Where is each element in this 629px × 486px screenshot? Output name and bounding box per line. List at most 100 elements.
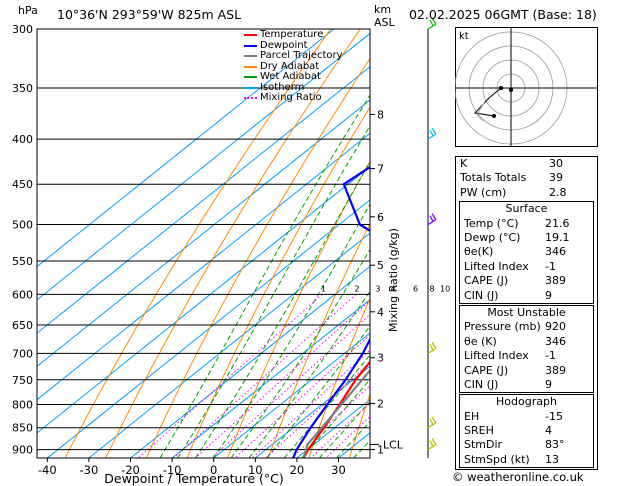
row-value: 920 (545, 320, 566, 334)
location-text: 10°36'N 293°59'W 825m ASL (57, 7, 241, 22)
row-label: θe (K) (464, 334, 497, 348)
most-unstable-box: Most Unstable Pressure (mb) 920 θe (K) 346 L… (459, 304, 594, 394)
mixing-ratio-label: 3 (375, 284, 380, 293)
legend-entry: Mixing Ratio (244, 92, 343, 104)
legend-label: Parcel Trajectory (260, 50, 343, 61)
row-value: 389 (545, 274, 566, 288)
row-value: 2.8 (549, 185, 567, 199)
legend-entry: Dewpoint (244, 39, 343, 52)
table-row: StmDir 83° (460, 438, 593, 452)
row-label: SREH (464, 424, 494, 438)
hodograph-point (499, 86, 503, 90)
row-value: 83° (545, 438, 565, 452)
lcl-label: LCL (383, 438, 404, 451)
legend-entry: Isotherm (244, 82, 343, 94)
legend-label: Mixing Ratio (260, 92, 322, 103)
row-value: 346 (545, 334, 566, 348)
row-label: StmSpd (kt) (464, 452, 530, 466)
mixing-ratio-line (265, 361, 370, 458)
height-tick-label: 5 (377, 259, 384, 272)
mixing-ratio-line (251, 349, 370, 458)
hodograph-frame (455, 27, 598, 147)
hodograph: kt (455, 27, 598, 147)
row-value: 346 (545, 245, 566, 259)
pressure-tick-label: 400 (12, 133, 33, 146)
row-label: CAPE (J) (464, 274, 509, 288)
row-label: Pressure (mb) (464, 320, 541, 334)
legend-label: Wet Adiabat (260, 71, 321, 82)
isotherm-line (37, 32, 370, 301)
table-row: SREH 4 (460, 424, 593, 438)
legend-label: Temperature (260, 29, 324, 40)
wind-barb (427, 416, 437, 429)
legend-swatch (244, 65, 257, 68)
wet-adiabat-line (266, 325, 370, 458)
isotherm-line (37, 165, 370, 434)
copyright-footer: © weatheronline.co.uk (452, 470, 584, 484)
dry-adiabat-line (64, 29, 332, 458)
table-row: Dewp (°C) 19.1 (460, 231, 593, 245)
pressure-tick-label: 350 (12, 82, 33, 95)
row-label: K (460, 157, 468, 170)
x-tick-label: -20 (121, 463, 140, 477)
isotherm-line (37, 29, 335, 268)
hodograph-table-rows: EH -15 SREH 4 StmDir 83° StmSpd (kt) 13 (460, 410, 593, 468)
isotherm-line (130, 265, 370, 458)
legend-entry: Dry Adiabat (244, 60, 343, 73)
row-value: -1 (545, 349, 556, 363)
hodograph-trace (473, 87, 511, 117)
hodograph-table-title: Hodograph (496, 395, 557, 409)
legend-entry: Parcel Trajectory (244, 50, 343, 62)
pressure-tick-label: 450 (12, 178, 33, 191)
mixing-ratio-line (173, 294, 357, 458)
row-value: -15 (545, 409, 563, 423)
row-label: CIN (J) (464, 377, 499, 391)
row-label: Lifted Index (464, 349, 529, 363)
most-unstable-title: Most Unstable (487, 305, 566, 319)
pressure-tick-label: 800 (12, 398, 33, 411)
legend-swatch (244, 55, 257, 58)
row-value: 21.6 (545, 216, 570, 230)
isotherm-line (171, 299, 370, 458)
row-label: θe(K) (464, 245, 494, 259)
height-tick-label: 2 (377, 398, 384, 411)
profile-parcel-trajectory (302, 368, 370, 458)
skewt-background-lines (37, 29, 370, 458)
wind-barb (427, 213, 437, 226)
datetime-text: 02.02.2025 06GMT (Base: 18) (409, 7, 597, 22)
mixing-ratio-line (137, 294, 323, 458)
skewt-profiles (292, 165, 370, 458)
row-value: 19.1 (545, 230, 570, 244)
height-axis-label: km ASL (374, 3, 396, 29)
indices-panel: K 30 Totals Totals 39 PW (cm) 2.8 Surface Tem… (455, 156, 598, 471)
mixing-ratio-label: 6 (413, 284, 418, 293)
mixing-ratio-label: 1 (321, 284, 326, 293)
wind-barb (427, 438, 437, 451)
surface-box: Surface Temp (°C) 21.6 Dewp (°C) 19.1 θe(K) 3… (459, 201, 594, 304)
legend-swatch (244, 34, 257, 37)
pressure-tick-label: 750 (12, 374, 33, 387)
isotherm-line (37, 99, 370, 368)
pressure-axis-label: hPa (18, 4, 38, 17)
hodograph-storm-point (492, 114, 496, 118)
wind-barb (427, 127, 437, 140)
pressure-tick-label: 550 (12, 255, 33, 268)
dry-adiabat-line (348, 392, 370, 458)
pressure-tick-label: 600 (12, 288, 33, 301)
x-tick-label: -10 (163, 463, 182, 477)
table-row: Pressure (mb) 920 (460, 320, 593, 334)
hodograph-unit-label: kt (459, 31, 469, 42)
table-row: Totals Totals 39 (456, 171, 597, 185)
dry-adiabat-line (105, 29, 361, 458)
x-tick-label: 0 (210, 463, 217, 477)
legend-label: Dewpoint (260, 39, 308, 51)
row-label: CAPE (J) (464, 363, 509, 377)
mixing-ratio-line (195, 299, 370, 458)
table-row: CAPE (J) 389 (460, 274, 593, 288)
legend-label: Dry Adiabat (260, 60, 320, 72)
row-label: Totals Totals (460, 171, 527, 185)
dry-adiabat-line (186, 106, 370, 458)
table-row: θe(K) 346 (460, 245, 593, 259)
mixing-ratio-label: 4 (391, 284, 396, 293)
